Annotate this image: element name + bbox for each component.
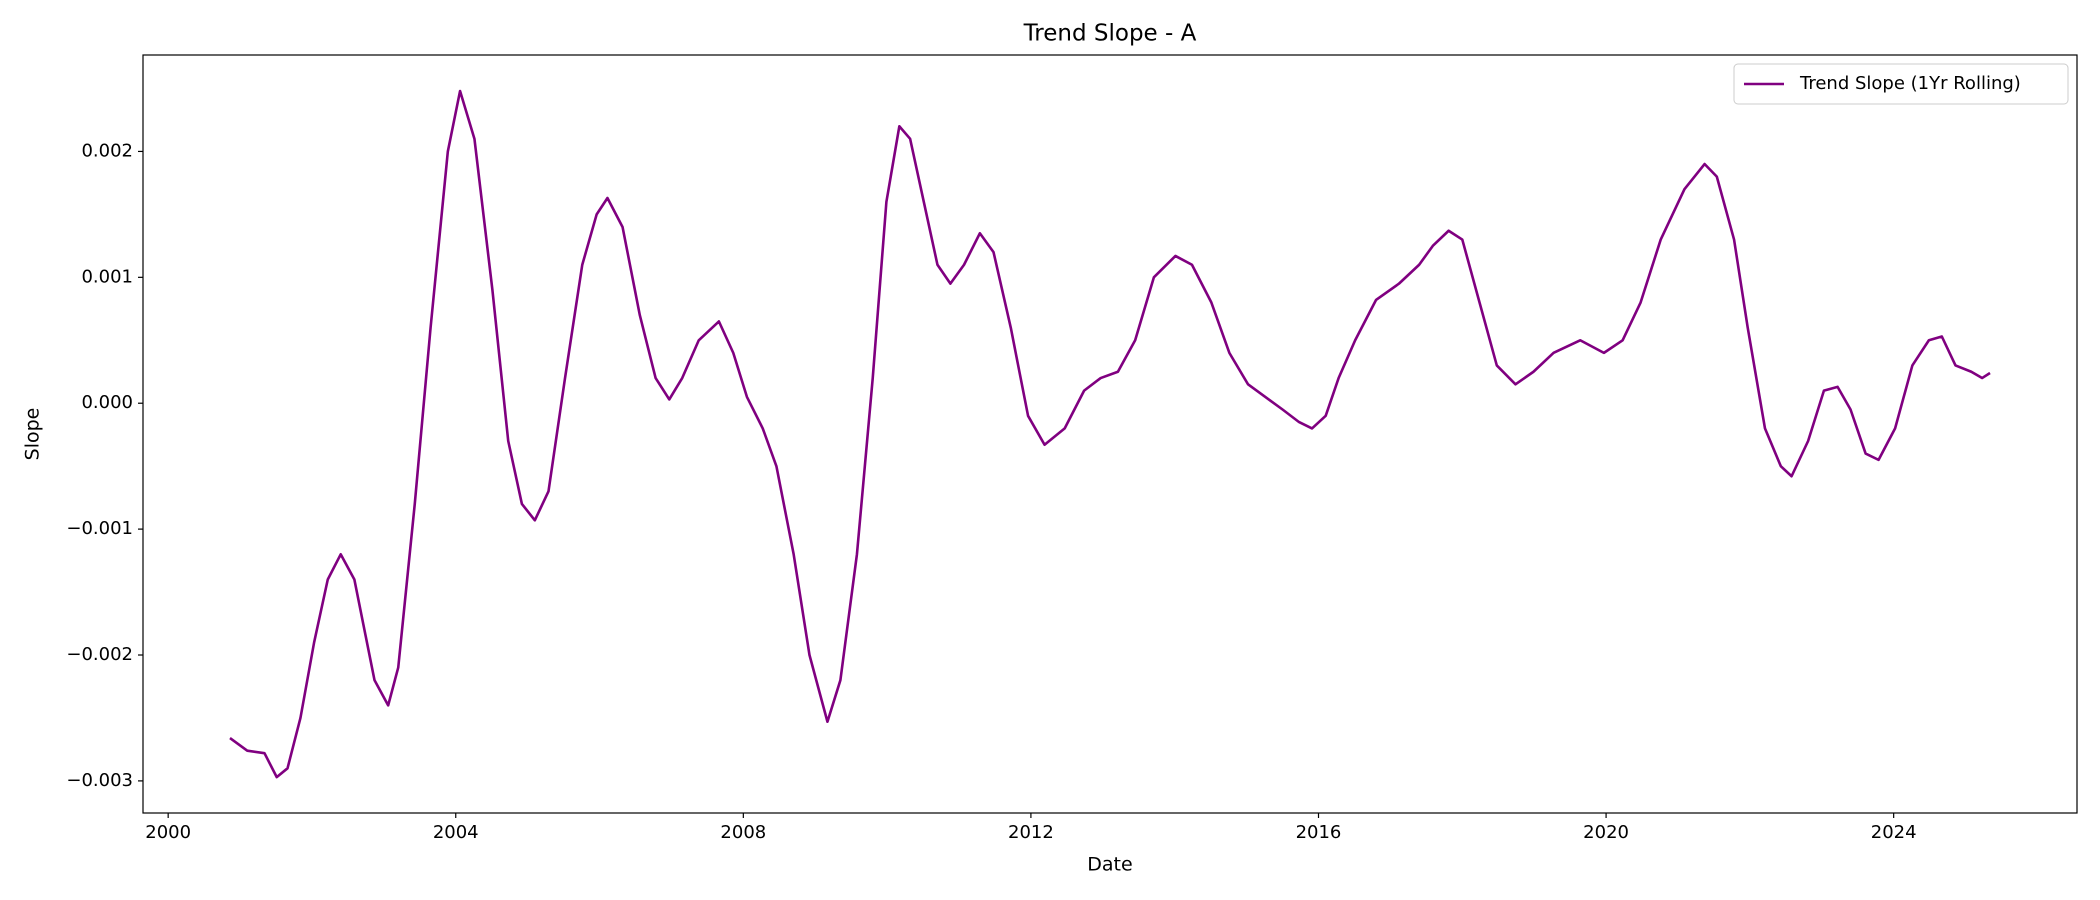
plot-frame	[142, 54, 2078, 814]
x-tick-label: 2004	[433, 822, 479, 843]
x-tick-label: 2020	[1583, 822, 1629, 843]
x-tick-label: 2016	[1296, 822, 1342, 843]
legend-label: Trend Slope (1Yr Rolling)	[1799, 73, 2021, 94]
y-tick-label: 0.002	[81, 140, 133, 161]
y-tick-label: −0.001	[66, 518, 133, 539]
y-tick-label: −0.002	[66, 644, 133, 665]
x-tick-label: 2012	[1008, 822, 1054, 843]
y-axis-label: Slope	[22, 408, 44, 461]
x-axis-label: Date	[1087, 854, 1132, 876]
y-tick-label: −0.003	[66, 770, 133, 791]
x-tick-label: 2008	[720, 822, 766, 843]
legend-box	[1733, 63, 2069, 105]
x-tick-label: 2000	[145, 822, 191, 843]
chart-title: Trend Slope - A	[1023, 21, 1197, 47]
trend-line	[229, 89, 1991, 779]
y-tick-label: 0.001	[81, 266, 133, 287]
y-tick-label: 0.000	[81, 392, 133, 413]
x-tick-label: 2024	[1871, 822, 1917, 843]
